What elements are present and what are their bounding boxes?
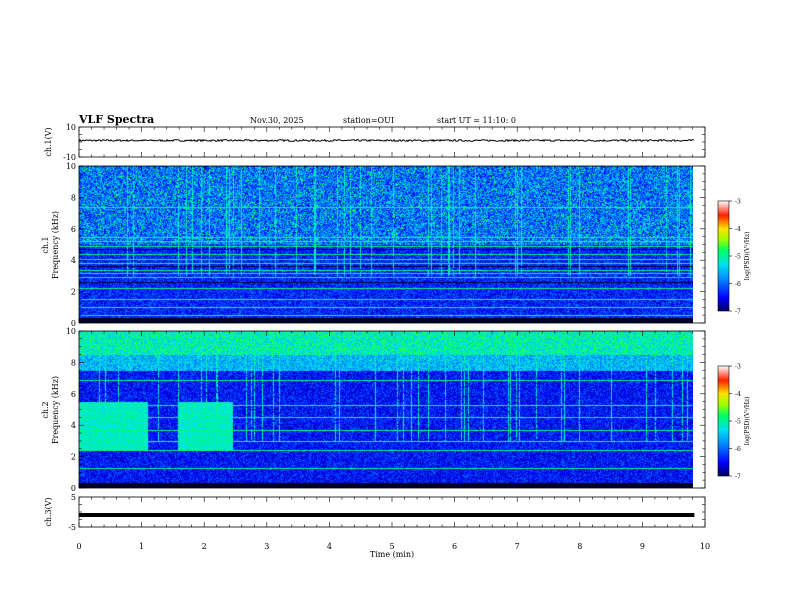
y-tick-label: 6	[71, 225, 76, 234]
date-label: Nov.30, 2025	[250, 116, 304, 125]
ch3-ylabel: ch.3(V)	[44, 497, 53, 526]
colorbar-tick-label: -5	[735, 419, 741, 426]
ch2-spectrogram-image	[79, 331, 693, 488]
y-tick-label: 2	[71, 288, 76, 297]
x-tick-label: 9	[640, 542, 645, 551]
ch2-colorbar	[717, 365, 730, 477]
ch2-spec-ylabel: Frequency (kHz)	[51, 376, 60, 444]
x-tick-label: 10	[700, 542, 710, 551]
colorbar-tick-label: -5	[735, 254, 741, 261]
ch1-colorbar	[717, 200, 730, 312]
colorbar-tick-label: -4	[735, 226, 741, 233]
x-tick-label: 8	[577, 542, 582, 551]
y-tick-label: 10	[66, 327, 76, 336]
y-tick-label: 8	[71, 358, 76, 367]
start-time-label: start UT = 11:10: 0	[437, 116, 516, 125]
colorbar-tick-label: -4	[735, 391, 741, 398]
figure-title: VLF Spectra	[78, 113, 154, 126]
y-tick-label: 10	[66, 162, 76, 171]
y-tick-label: 0	[71, 484, 76, 493]
ch1-spec-channel-label: ch.1	[41, 236, 50, 253]
x-tick-label: 1	[139, 542, 144, 551]
x-tick-label: 5	[389, 542, 394, 551]
ch1-colorbar-label: log(PSD)(V²/Hz)	[744, 232, 751, 281]
x-tick-label: 0	[76, 542, 81, 551]
ch1-ylabel: ch.1(V)	[44, 127, 53, 156]
x-tick-label: 7	[515, 542, 520, 551]
colorbar-tick-label: -7	[735, 309, 741, 316]
y-tick-label: 2	[71, 453, 76, 462]
y-tick-label: 0	[71, 319, 76, 328]
ch1-waveform-trace	[78, 138, 695, 143]
y-tick-label: 10	[66, 123, 76, 132]
x-axis-label: Time (min)	[370, 550, 414, 559]
colorbar-tick-label: -6	[735, 281, 741, 288]
colorbar-tick-label: -6	[735, 446, 741, 453]
y-tick-label: 4	[71, 421, 76, 430]
y-tick-label: 8	[71, 193, 76, 202]
x-tick-label: 4	[327, 542, 332, 551]
ch1-spectrogram-image	[79, 166, 693, 323]
x-tick-label: 6	[452, 542, 457, 551]
x-tick-label: 2	[202, 542, 207, 551]
station-label: station=OUI	[343, 116, 394, 125]
ch1-spec-ylabel: Frequency (kHz)	[51, 211, 60, 279]
ch2-spec-channel-label: ch.2	[41, 401, 50, 418]
ch2-colorbar-label: log(PSD)(V²/Hz)	[744, 397, 751, 446]
y-tick-label: 5	[71, 493, 76, 502]
colorbar-tick-label: -3	[735, 364, 741, 371]
y-tick-label: -10	[63, 153, 76, 162]
colorbar-tick-label: -7	[735, 474, 741, 481]
colorbar-tick-label: -3	[735, 199, 741, 206]
y-tick-label: 4	[71, 256, 76, 265]
x-tick-label: 3	[264, 542, 269, 551]
y-tick-label: -5	[68, 523, 76, 532]
axis-ticks-group: 0 1 2 3 4 5 6 7 8 9 100246810024681010-105-5-3-4-5…	[63, 123, 741, 551]
y-tick-label: 6	[71, 390, 76, 399]
